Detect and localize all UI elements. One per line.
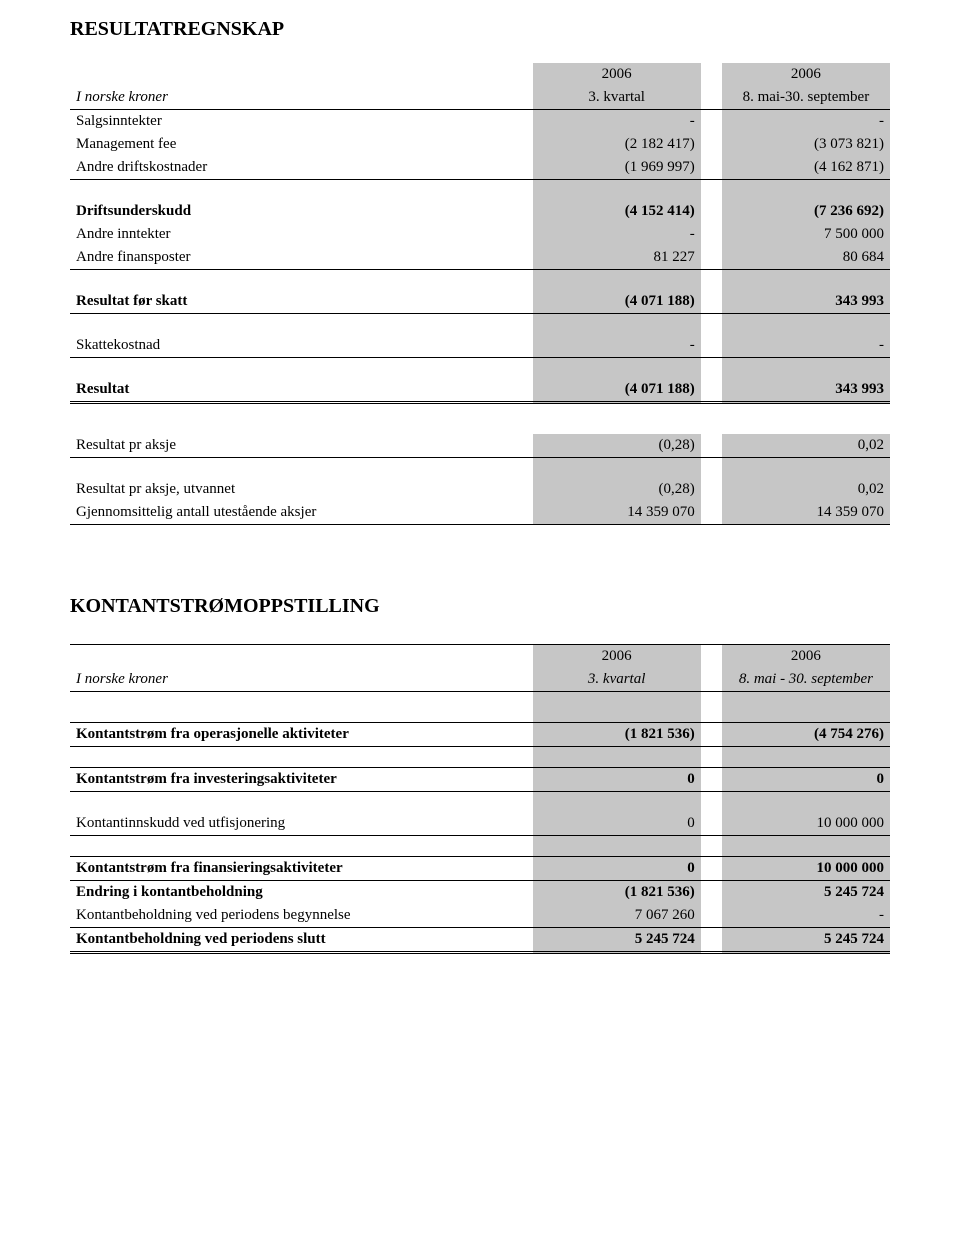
table-row: Gjennomsittelig antall utestående aksjer… — [70, 501, 890, 525]
row-val1: 5 245 724 — [533, 928, 701, 953]
row-val1: 0 — [533, 812, 701, 836]
row-val1: - — [533, 110, 701, 134]
row-val2: 343 993 — [722, 378, 890, 403]
table-row: Management fee (2 182 417) (3 073 821) — [70, 133, 890, 156]
row-val2: (4 754 276) — [722, 723, 890, 747]
row-val1: (0,28) — [533, 478, 701, 501]
row-label: Resultat før skatt — [70, 290, 533, 314]
row-label: Salgsinntekter — [70, 110, 533, 134]
row-val1: (2 182 417) — [533, 133, 701, 156]
row-val2: (3 073 821) — [722, 133, 890, 156]
table-row: Resultat (4 071 188) 343 993 — [70, 378, 890, 403]
row-val1: (4 152 414) — [533, 200, 701, 223]
resultat-table: 2006 2006 I norske kroner 3. kvartal 8. … — [70, 63, 890, 525]
row-val2: 0,02 — [722, 478, 890, 501]
row-label: Kontantstrøm fra investeringsaktiviteter — [70, 768, 533, 792]
table-row: Resultat pr aksje, utvannet (0,28) 0,02 — [70, 478, 890, 501]
table-row: Resultat før skatt (4 071 188) 343 993 — [70, 290, 890, 314]
table-row: Andre inntekter - 7 500 000 — [70, 223, 890, 246]
col1-sub: 3. kvartal — [533, 86, 701, 110]
table-row: Skattekostnad - - — [70, 334, 890, 358]
row-val1: 14 359 070 — [533, 501, 701, 525]
table-row: Kontantinnskudd ved utfisjonering 0 10 0… — [70, 812, 890, 836]
row-label: Andre finansposter — [70, 246, 533, 270]
row-val2: 343 993 — [722, 290, 890, 314]
row-label: Driftsunderskudd — [70, 200, 533, 223]
row-label: Kontantinnskudd ved utfisjonering — [70, 812, 533, 836]
row-val2: - — [722, 904, 890, 928]
row-val1: (1 821 536) — [533, 881, 701, 905]
row-val2: 5 245 724 — [722, 881, 890, 905]
table-row: Driftsunderskudd (4 152 414) (7 236 692) — [70, 200, 890, 223]
row-val2: 14 359 070 — [722, 501, 890, 525]
row-val2: (7 236 692) — [722, 200, 890, 223]
row-val2: 5 245 724 — [722, 928, 890, 953]
table-row: Andre driftskostnader (1 969 997) (4 162… — [70, 156, 890, 180]
row-label: Andre inntekter — [70, 223, 533, 246]
row-val2: 80 684 — [722, 246, 890, 270]
row-header-label: I norske kroner — [70, 668, 533, 692]
table-row: Salgsinntekter - - — [70, 110, 890, 134]
row-val1: (1 821 536) — [533, 723, 701, 747]
row-label: Resultat — [70, 378, 533, 403]
table-row: Kontantbeholdning ved periodens slutt 5 … — [70, 928, 890, 953]
row-val1: (1 969 997) — [533, 156, 701, 180]
section-title-resultat: RESULTATREGNSKAP — [70, 18, 890, 41]
row-val2: (4 162 871) — [722, 156, 890, 180]
row-val2: 10 000 000 — [722, 857, 890, 881]
row-val1: 0 — [533, 857, 701, 881]
row-label: Resultat pr aksje, utvannet — [70, 478, 533, 501]
row-label: Skattekostnad — [70, 334, 533, 358]
row-header-label: I norske kroner — [70, 86, 533, 110]
table-row: Kontantstrøm fra operasjonelle aktivitet… — [70, 723, 890, 747]
row-val2: 7 500 000 — [722, 223, 890, 246]
row-label: Kontantstrøm fra operasjonelle aktivitet… — [70, 723, 533, 747]
row-label: Andre driftskostnader — [70, 156, 533, 180]
row-val2: - — [722, 110, 890, 134]
row-val2: 10 000 000 — [722, 812, 890, 836]
kontant-table: 2006 2006 I norske kroner 3. kvartal 8. … — [70, 644, 890, 954]
table-row: Andre finansposter 81 227 80 684 — [70, 246, 890, 270]
table-row: Kontantbeholdning ved periodens begynnel… — [70, 904, 890, 928]
row-val2: 0 — [722, 768, 890, 792]
table-row: Endring i kontantbeholdning (1 821 536) … — [70, 881, 890, 905]
row-val1: - — [533, 334, 701, 358]
row-label: Resultat pr aksje — [70, 434, 533, 458]
row-val2: - — [722, 334, 890, 358]
row-label: Kontantbeholdning ved periodens begynnel… — [70, 904, 533, 928]
row-val1: 0 — [533, 768, 701, 792]
row-label: Kontantbeholdning ved periodens slutt — [70, 928, 533, 953]
row-val1: (0,28) — [533, 434, 701, 458]
col2-sub: 8. mai - 30. september — [722, 668, 890, 692]
table-row: Kontantstrøm fra investeringsaktiviteter… — [70, 768, 890, 792]
col1-year: 2006 — [533, 645, 701, 669]
row-val1: (4 071 188) — [533, 290, 701, 314]
row-val1: (4 071 188) — [533, 378, 701, 403]
row-label: Kontantstrøm fra finansieringsaktivitete… — [70, 857, 533, 881]
col2-year: 2006 — [722, 645, 890, 669]
row-val1: - — [533, 223, 701, 246]
table-row: Resultat pr aksje (0,28) 0,02 — [70, 434, 890, 458]
row-label: Endring i kontantbeholdning — [70, 881, 533, 905]
col2-sub: 8. mai-30. september — [722, 86, 890, 110]
section-title-kontant: KONTANTSTRØMOPPSTILLING — [70, 595, 890, 618]
row-val1: 7 067 260 — [533, 904, 701, 928]
row-val2: 0,02 — [722, 434, 890, 458]
col1-year: 2006 — [533, 63, 701, 86]
table-row: Kontantstrøm fra finansieringsaktivitete… — [70, 857, 890, 881]
col1-sub: 3. kvartal — [533, 668, 701, 692]
row-val1: 81 227 — [533, 246, 701, 270]
row-label: Gjennomsittelig antall utestående aksjer — [70, 501, 533, 525]
col2-year: 2006 — [722, 63, 890, 86]
row-label: Management fee — [70, 133, 533, 156]
